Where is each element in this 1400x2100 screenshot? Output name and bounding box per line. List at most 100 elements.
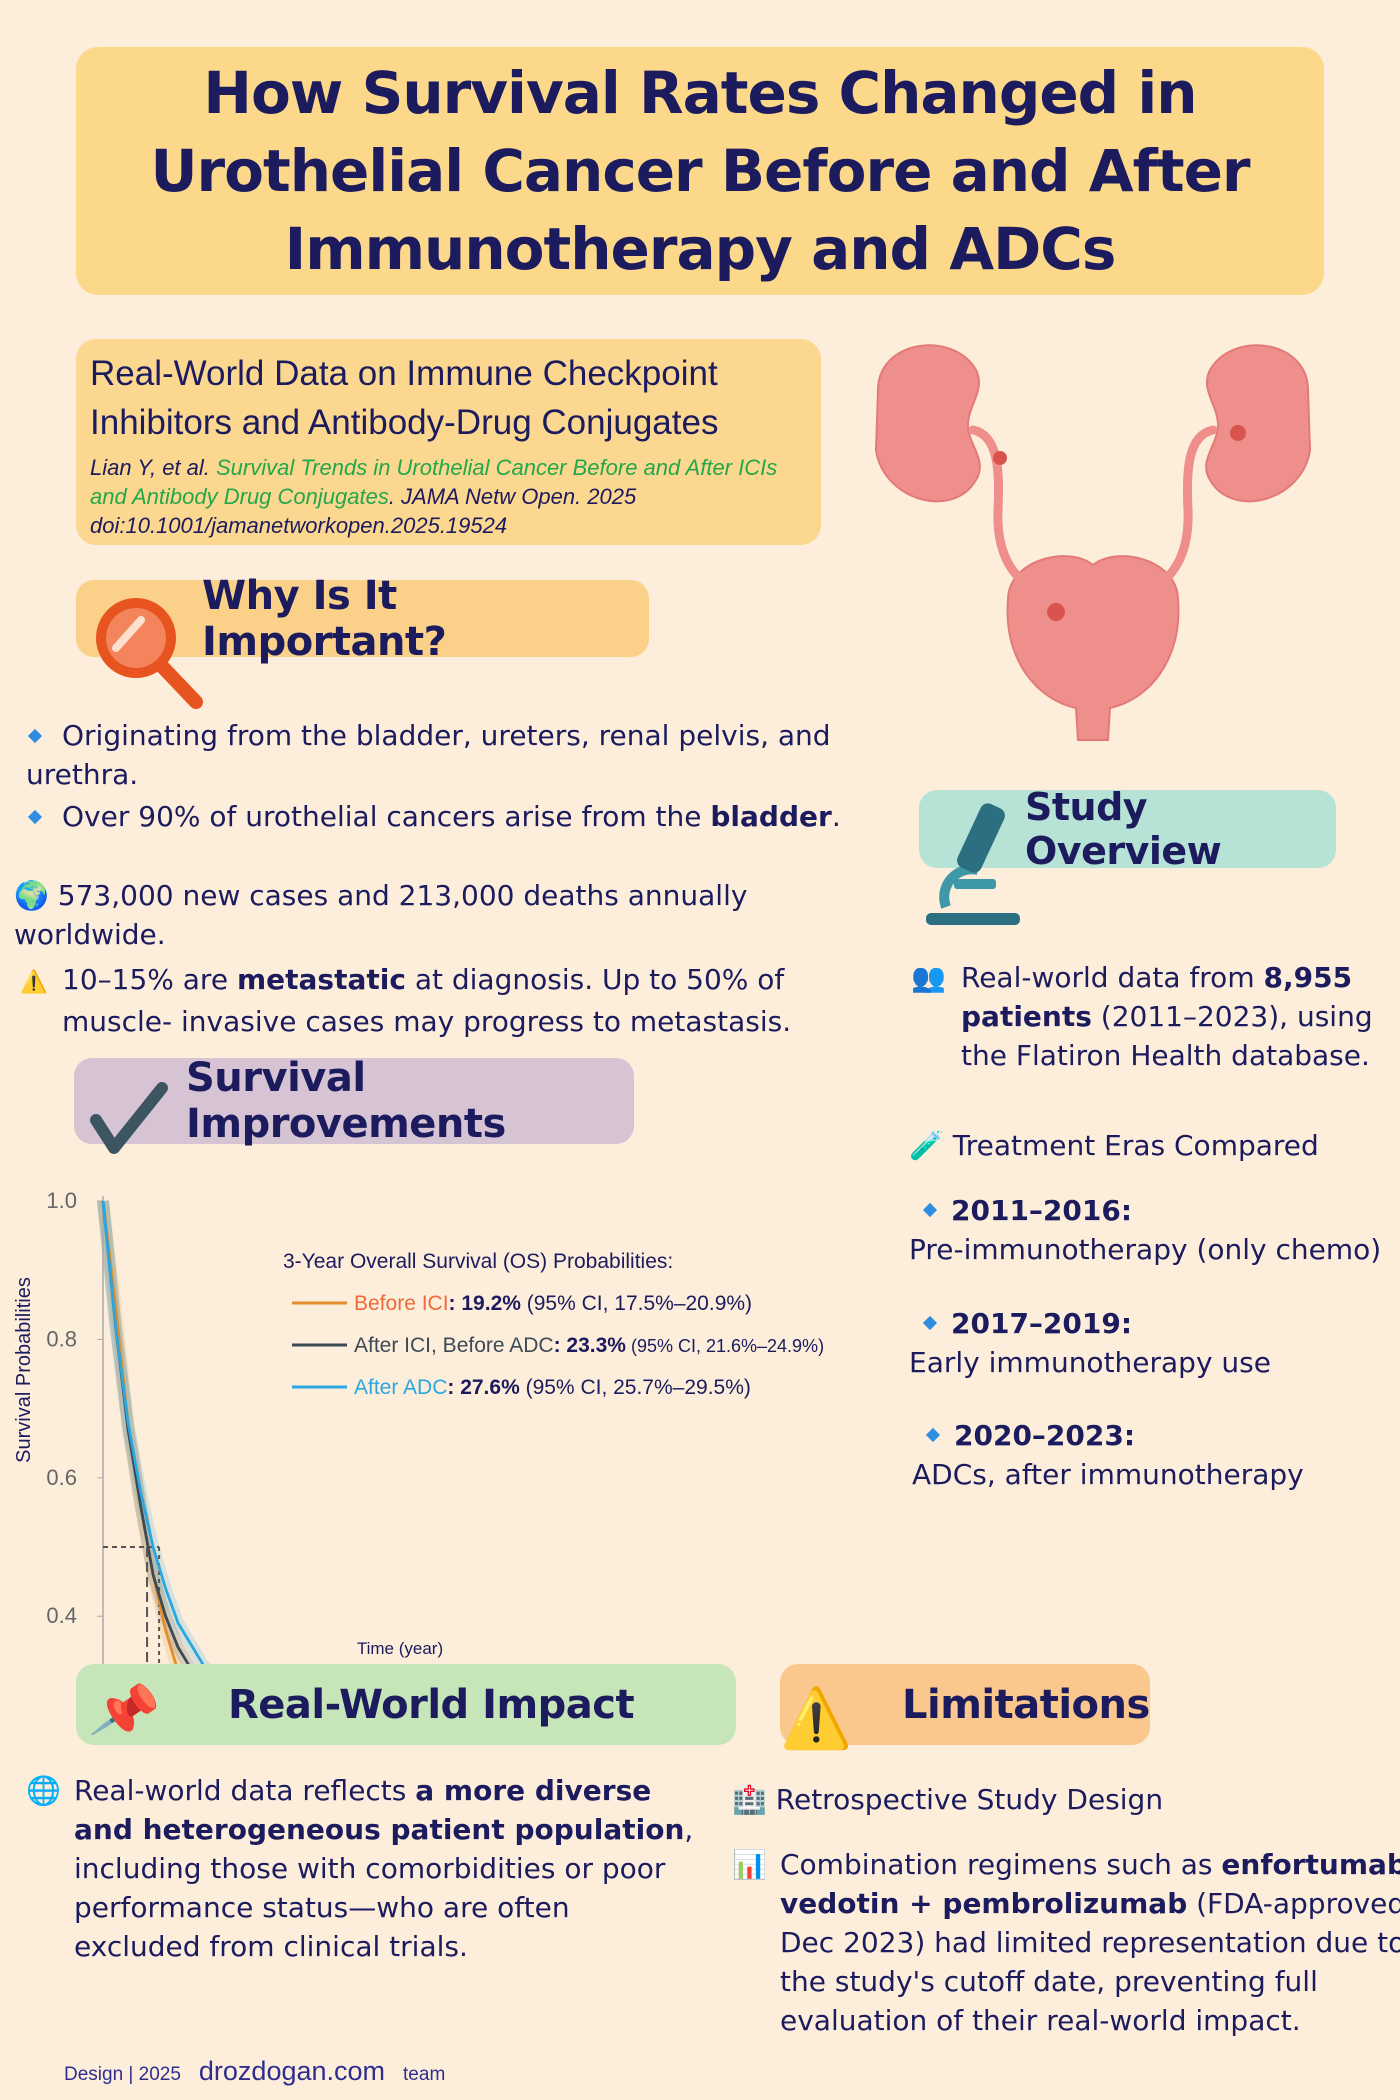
globe-icon: 🌍 xyxy=(14,879,49,912)
impact-part: , including those with comorbidities or … xyxy=(74,1813,694,1963)
magnifier-icon xyxy=(96,598,203,709)
blue-diamond-icon xyxy=(922,1202,938,1218)
why-item-text: Originating from the bladder, ureters, r… xyxy=(26,719,831,791)
era-years: 2011–2016: xyxy=(951,1194,1133,1227)
why-item-text: 573,000 new cases and 213,000 deaths ann… xyxy=(14,879,748,951)
legend-title: 3-Year Overall Survival (OS) Probabiliti… xyxy=(283,1250,673,1273)
impact-text: 🌐 Real-world data reflects a more diverse… xyxy=(26,1771,694,1966)
legend-ci: (95% CI, 21.6%–24.9%) xyxy=(626,1336,824,1356)
why-item-3: 🌍 573,000 new cases and 213,000 deaths a… xyxy=(14,876,894,954)
subtitle: Real-World Data on Immune Checkpoint Inh… xyxy=(90,354,719,442)
limitation-1: 🏥 Retrospective Study Design xyxy=(732,1780,1163,1819)
citation-authors: Lian Y, et al. xyxy=(90,455,216,480)
people-icon: 👥 xyxy=(911,961,946,994)
limitation-bold: enfortumab vedotin + pembrolizumab xyxy=(780,1848,1400,1920)
legend-os-value: : 19.2% xyxy=(449,1292,522,1315)
test-tube-icon: 🧪 xyxy=(909,1129,944,1162)
limitation-text: Retrospective Study Design xyxy=(775,1783,1164,1816)
footer: Design | 2025 drozdogan.com team xyxy=(64,2056,445,2087)
limitations-header: Limitations xyxy=(780,1664,1150,1745)
why-item-text: . xyxy=(831,800,841,833)
blue-diamond-icon xyxy=(27,728,43,744)
checkmark-icon xyxy=(90,1082,168,1154)
y-axis-label: Survival Probabilities xyxy=(13,1277,35,1463)
why-item-bold: metastatic xyxy=(236,963,406,996)
survival-heading: Survival Improvements xyxy=(186,1055,506,1147)
era-3: 2020–2023: ADCs, after immunotherapy xyxy=(912,1416,1304,1494)
legend-entry: After ADC: 27.6% (95% CI, 25.7%–29.5%) xyxy=(354,1376,751,1399)
legend-ci: (95% CI, 17.5%–20.9%) xyxy=(521,1292,752,1315)
pushpin-icon: 📌 xyxy=(87,1674,165,1749)
y-tick-label: 0.4 xyxy=(46,1603,77,1628)
why-important-heading: Why Is It Important? xyxy=(202,572,447,665)
footer-design: Design | 2025 xyxy=(64,2064,181,2085)
real-world-impact-header: Real-World Impact xyxy=(76,1664,736,1745)
eras-heading-text: Treatment Eras Compared xyxy=(952,1129,1319,1162)
legend-entry: After ICI, Before ADC: 23.3% (95% CI, 21… xyxy=(354,1334,824,1357)
x-axis-label: Time (year) xyxy=(357,1639,443,1658)
survival-curve-1 xyxy=(101,1200,194,1670)
era-1: 2011–2016: Pre-immunotherapy (only chemo) xyxy=(909,1191,1381,1269)
survival-curve-2 xyxy=(101,1200,210,1670)
era-2: 2017–2019: Early immunotherapy use xyxy=(909,1304,1271,1382)
why-item-text: Over 90% of urothelial cancers arise fro… xyxy=(62,800,711,833)
microscope-icon xyxy=(926,803,1020,925)
survival-chart: 0123456789101112131400.20.40.60.81.0 Sur… xyxy=(13,1188,824,1670)
impact-heading: Real-World Impact xyxy=(228,1681,635,1728)
era-desc: Pre-immunotherapy (only chemo) xyxy=(909,1233,1382,1266)
page-title: How Survival Rates Changed in Urothelial… xyxy=(150,59,1250,283)
limitation-part: Combination regimens such as xyxy=(780,1848,1222,1881)
y-tick-label: 0.6 xyxy=(46,1465,77,1490)
citation-box: Real-World Data on Immune Checkpoint Inh… xyxy=(76,339,821,545)
citation-doi: doi:10.1001/jamanetworkopen.2025.19524 xyxy=(90,513,508,538)
study-data-bold: 8,955 patients xyxy=(961,961,1353,1033)
blue-diamond-icon xyxy=(27,809,43,825)
warning-icon: ⚠️ xyxy=(20,970,48,995)
legend-entry: Before ICI: 19.2% (95% CI, 17.5%–20.9%) xyxy=(354,1292,752,1315)
bar-chart-icon: 📊 xyxy=(732,1848,767,1881)
footer-site-link[interactable]: drozdogan.com xyxy=(198,2056,386,2086)
legend-ci: (95% CI, 25.7%–29.5%) xyxy=(520,1376,751,1399)
y-tick-label: 1.0 xyxy=(46,1188,77,1213)
study-overview-header: Study Overview xyxy=(919,785,1336,873)
y-tick-label: 0.8 xyxy=(46,1326,77,1351)
citation-journal: . JAMA Netw Open. 2025 xyxy=(388,484,637,509)
legend-series-name: After ICI, Before ADC xyxy=(354,1334,554,1357)
urinary-tract-illustration xyxy=(874,344,1312,741)
treatment-eras-heading: 🧪 Treatment Eras Compared xyxy=(909,1126,1319,1165)
hospital-icon: 🏥 xyxy=(732,1783,767,1816)
why-item-text: at diagnosis. Up to 50% of muscle- invas… xyxy=(62,963,792,1038)
why-item-1: Originating from the bladder, ureters, r… xyxy=(26,716,906,794)
impact-bold: a more diverse and heterogeneous patient… xyxy=(74,1774,685,1846)
era-desc: Early immunotherapy use xyxy=(909,1346,1271,1379)
legend-os-value: : 23.3% xyxy=(554,1334,627,1357)
era-years: 2017–2019: xyxy=(951,1307,1133,1340)
blue-diamond-icon xyxy=(925,1427,941,1443)
limitation-part: (FDA-approved in Dec 2023) had limited r… xyxy=(780,1887,1400,2037)
study-data-text: 👥 Real-world data from 8,955 patients (20… xyxy=(911,958,1400,1075)
globe-grid-icon: 🌐 xyxy=(26,1774,61,1807)
warning-sign-icon: ⚠️ xyxy=(780,1684,853,1752)
study-data-part: Real-world data from xyxy=(961,961,1264,994)
study-data-part: (2011–2023), using the Flatiron Health d… xyxy=(961,1000,1373,1072)
title-banner: How Survival Rates Changed in Urothelial… xyxy=(76,47,1324,295)
why-item-4: ⚠️ 10–15% are metastatic at diagnosis. Up… xyxy=(20,960,832,1041)
limitations-heading: Limitations xyxy=(902,1681,1150,1728)
survival-improvements-header: Survival Improvements xyxy=(74,1055,634,1147)
blue-diamond-icon xyxy=(922,1315,938,1331)
why-item-bold: bladder xyxy=(710,800,832,833)
why-item-2: Over 90% of urothelial cancers arise fro… xyxy=(26,797,906,836)
footer-team: team xyxy=(403,2064,446,2085)
why-important-header: Why Is It Important? xyxy=(76,573,649,665)
citation-article-link[interactable]: Survival Trends in Urothelial Cancer Bef… xyxy=(90,455,778,509)
legend-series-name: After ADC xyxy=(354,1376,447,1399)
legend-os-value: : 27.6% xyxy=(447,1376,520,1399)
citation: Lian Y, et al. Survival Trends in Urothe… xyxy=(90,453,807,540)
era-years: 2020–2023: xyxy=(954,1419,1136,1452)
impact-part: Real-world data reflects xyxy=(74,1774,416,1807)
era-desc: ADCs, after immunotherapy xyxy=(912,1458,1304,1491)
study-overview-heading: Study Overview xyxy=(1025,785,1222,873)
limitation-2: 📊 Combination regimens such as enfortumab… xyxy=(732,1845,1400,2040)
legend-series-name: Before ICI xyxy=(354,1292,449,1315)
why-item-text: 10–15% are xyxy=(62,963,237,996)
